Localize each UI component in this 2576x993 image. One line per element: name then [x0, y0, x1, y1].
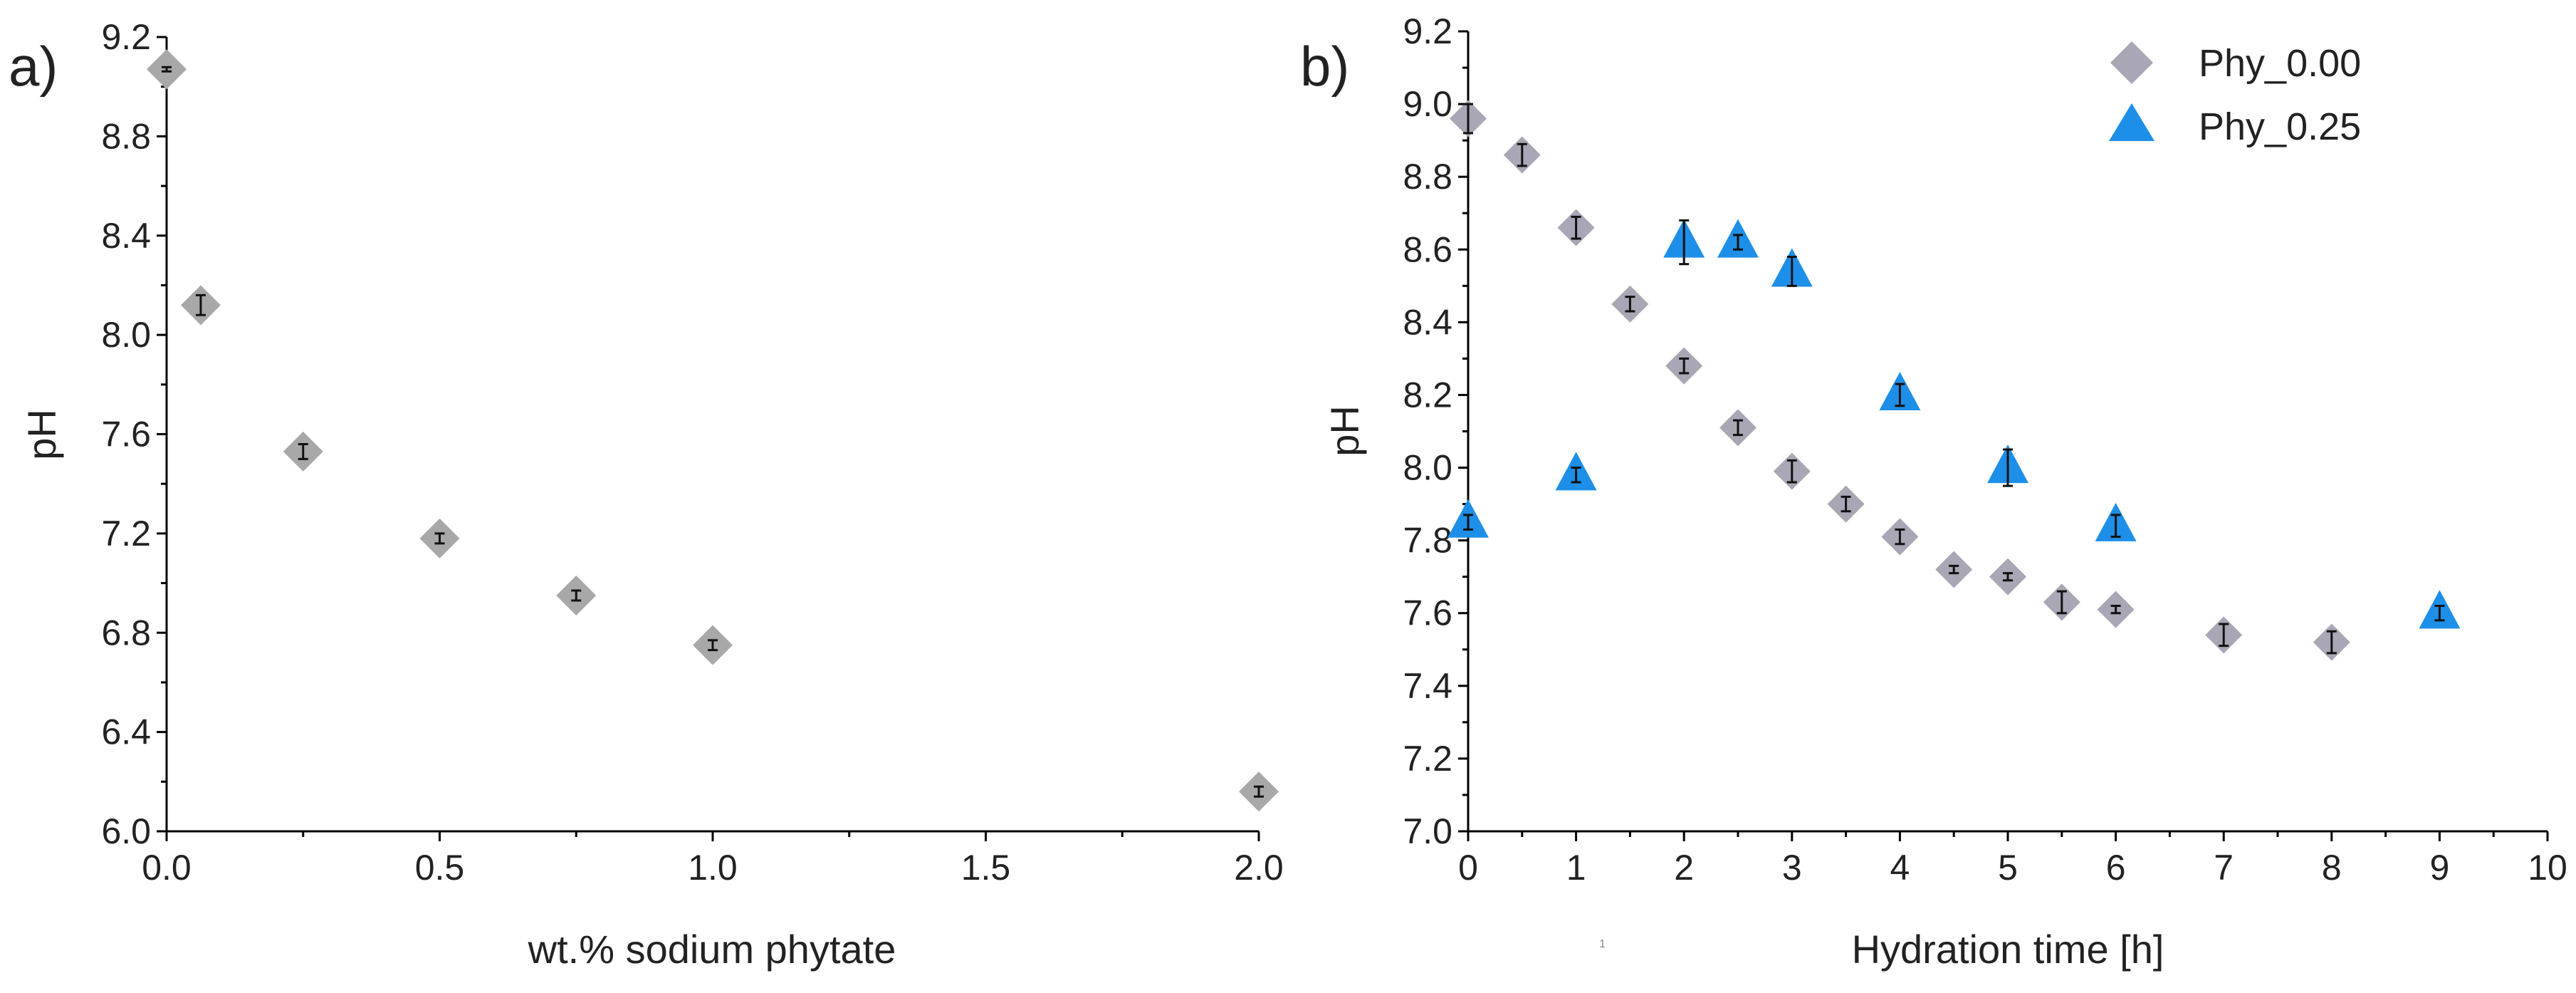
x-tick-label: 3	[1782, 848, 1802, 888]
x-tick-label: 1	[1566, 848, 1586, 888]
error-bar	[1733, 234, 1743, 251]
panel-b-x-axis-title: Hydration time [h]	[1852, 927, 2164, 972]
y-tick-label: 8.4	[1403, 302, 1452, 342]
x-tick-label: 5	[1998, 848, 2018, 888]
error-bar	[1895, 383, 1905, 407]
error-bar	[1625, 296, 1635, 313]
x-tick-label: 6	[2106, 848, 2126, 888]
error-bar	[571, 589, 582, 602]
error-bar	[2110, 605, 2121, 615]
x-tick-label: 0.0	[142, 848, 192, 888]
y-tick-label: 6.8	[101, 613, 151, 653]
error-bar	[434, 532, 445, 545]
x-tick-label: 7	[2214, 848, 2234, 888]
x-tick-label: 2	[1674, 848, 1694, 888]
y-tick-label: 7.8	[1403, 521, 1452, 561]
error-bar	[1679, 357, 1690, 375]
y-tick-label: 7.2	[1403, 739, 1452, 779]
error-bar	[1841, 495, 1851, 513]
error-bar	[1571, 467, 1581, 484]
panel-a: a) 6.0 6.4 6.8 7.2 7.6 8.0 8.4 8.8 9.2 0.0 0.5 1.0…	[9, 17, 1284, 972]
y-tick-label: 8.2	[1403, 375, 1452, 415]
error-bar	[1786, 459, 1797, 484]
x-tick-label: 10	[2528, 848, 2567, 888]
y-tick-label: 7.0	[1403, 811, 1452, 851]
error-bar	[1733, 419, 1743, 437]
legend-marker-phy-025	[2109, 103, 2154, 141]
error-bar	[2003, 572, 2013, 582]
error-bar	[298, 442, 308, 460]
error-bar	[2219, 623, 2229, 648]
error-bar	[162, 66, 172, 73]
error-bar	[1949, 564, 1959, 575]
x-tick-label: 2.0	[1234, 848, 1284, 888]
y-tick-label: 7.2	[101, 514, 151, 553]
y-tick-label: 9.0	[1403, 84, 1452, 124]
y-tick-label: 6.0	[101, 811, 151, 851]
y-tick-label: 8.8	[101, 116, 151, 156]
y-tick-label: 6.4	[101, 712, 151, 752]
footnote: 1	[1599, 938, 1606, 950]
y-tick-label: 7.6	[101, 415, 151, 454]
error-bar	[1517, 142, 1527, 167]
error-bar	[1895, 528, 1905, 546]
panel-a-series	[147, 49, 1279, 812]
error-bar	[1463, 514, 1473, 531]
error-bar	[708, 639, 718, 652]
error-bar	[1679, 219, 1690, 266]
panel-a-y-ticks: 6.0 6.4 6.8 7.2 7.6 8.0 8.4 8.8 9.2	[101, 17, 167, 851]
y-tick-label: 7.4	[1403, 666, 1452, 706]
panel-a-x-ticks: 0.0 0.5 1.0 1.5 2.0	[142, 831, 1284, 888]
panel-a-label: a)	[9, 35, 58, 98]
error-bar	[1571, 215, 1581, 240]
panel-b-y-ticks: 7.0 7.2 7.4 7.6 7.8 8.0 8.2 8.4 8.6 8.8 9.0 9.2	[1403, 11, 1468, 851]
x-tick-label: 9	[2429, 848, 2449, 888]
legend-marker-phy-000	[2110, 41, 2153, 84]
x-tick-label: 8	[2322, 848, 2342, 888]
x-tick-label: 1.5	[961, 848, 1011, 888]
error-bar	[1254, 785, 1264, 798]
y-tick-label: 9.2	[101, 17, 151, 57]
error-bar	[195, 293, 206, 316]
error-bar	[2110, 514, 2121, 539]
series-main	[147, 49, 1279, 812]
y-tick-label: 8.6	[1403, 229, 1452, 269]
error-bar	[2434, 605, 2445, 622]
legend-label-phy-025: Phy_0.25	[2199, 105, 2361, 148]
panel-b-y-axis-title: pH	[1322, 405, 1367, 457]
x-tick-label: 0	[1458, 848, 1478, 888]
x-tick-label: 1.0	[688, 848, 738, 888]
panel-b-label: b)	[1300, 35, 1349, 98]
x-tick-label: 0.5	[415, 848, 465, 888]
error-bar	[1786, 255, 1797, 287]
legend-label-phy-000: Phy_0.00	[2199, 42, 2361, 85]
panel-a-y-axis-title: pH	[19, 409, 64, 460]
error-bar	[2056, 590, 2067, 615]
y-tick-label: 7.6	[1403, 593, 1452, 633]
y-tick-label: 8.8	[1403, 157, 1452, 197]
panel-b: b) 7.07.27.47.67.88.08.28.48.68.89.09.2 …	[1300, 11, 2567, 972]
series-phy-0-25	[1447, 219, 2461, 629]
panel-a-x-axis-title: wt.% sodium phytate	[528, 927, 896, 972]
y-tick-label: 8.0	[1403, 448, 1452, 488]
y-tick-label: 9.2	[1403, 11, 1452, 51]
panel-b-series	[1447, 100, 2461, 661]
y-tick-label: 8.4	[101, 216, 151, 256]
error-bar	[2326, 630, 2337, 655]
error-bar	[2003, 448, 2013, 487]
legend: Phy_0.00 Phy_0.25	[2109, 41, 2361, 148]
series-phy-0-00	[1450, 100, 2350, 661]
error-bar	[1463, 103, 1473, 135]
y-tick-label: 8.0	[101, 315, 151, 355]
x-tick-label: 4	[1890, 848, 1910, 888]
panel-b-x-ticks: 0 1 2 3 4 5 6 7 8 9 10	[1458, 831, 2567, 888]
